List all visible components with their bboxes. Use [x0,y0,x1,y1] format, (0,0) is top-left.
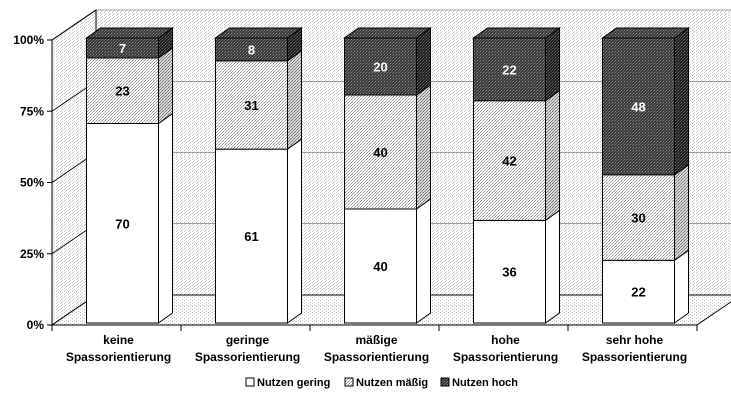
x-tick-label-line: hohe [491,333,520,347]
bar-segment [344,208,417,324]
bar-5: 22 30 48 [600,27,691,324]
bar-segment [473,37,546,102]
x-tick-label-line: geringe [226,333,270,347]
bar-segment [86,57,159,125]
legend-label: Nutzen hoch [452,377,518,389]
y-tick-label: 100% [13,33,44,47]
bar-segment-side [416,84,431,210]
legend-item: Nutzen gering [245,377,330,389]
bar-segment [473,219,546,324]
data-label: 30 [631,211,645,226]
legend-item: Nutzen hoch [440,377,518,389]
bar-segment [473,100,546,221]
bar-4: 36 42 22 [471,27,562,324]
bars: 70 23 7 61 31 8 40 40 20 36 42 22 22 30 48 [84,27,691,324]
bar-segment-side [416,198,431,324]
legend-item: Nutzen mäßig [344,377,428,389]
y-axis: 0% 25% 50% 75% 100% [13,33,698,332]
data-label: 22 [631,285,645,300]
data-label: 8 [248,42,255,57]
bar-top [600,27,691,39]
data-label: 36 [502,265,516,280]
x-tick-label-line: keine [103,333,134,347]
bar-segment-side [674,163,689,262]
legend-label: Nutzen gering [257,377,330,389]
bar-segment-side [158,112,173,324]
legend: Nutzen gering Nutzen mäßig Nutzen hoch [245,377,518,389]
data-label: 61 [244,229,258,244]
bar-3: 40 40 20 [342,27,433,324]
bar-segment-side [674,27,689,176]
bar-segment-side [545,27,560,102]
x-tick-label: mäßige Spassorientierung [324,333,429,364]
bar-top [84,27,175,39]
data-label: 31 [244,98,258,113]
bar-segment-side [287,49,302,151]
x-tick-label: sehr hohe Spassorientierung [582,333,687,364]
x-tick-label-line: Spassorientierung [324,350,429,364]
x-axis-labels: keine Spassorientierung geringe Spassorient… [66,333,687,364]
data-label: 20 [373,60,387,75]
x-tick-label-line: mäßige [355,333,397,347]
x-tick-label-line: Spassorientierung [66,350,171,364]
y-tick-label: 75% [20,104,44,118]
legend-swatch [440,377,450,387]
x-tick-label-line: sehr hohe [606,333,664,347]
bar-segment [344,37,417,96]
x-tick-label-line: Spassorientierung [195,350,300,364]
data-label: 7 [119,41,126,56]
y-tick-label: 50% [20,176,44,190]
bar-segment [344,94,417,210]
bar-top [342,27,433,39]
legend-label: Nutzen mäßig [356,377,428,389]
legend-swatch [344,377,354,387]
data-label: 42 [502,154,516,169]
data-label: 70 [115,216,129,231]
y-tick-label: 25% [20,247,44,261]
bar-segment-side [545,209,560,324]
bar-1: 70 23 7 [84,27,175,324]
bar-top [213,27,304,39]
bar-segment-side [674,249,689,324]
bar-segment-side [416,27,431,96]
bar-segment-side [545,89,560,222]
x-tick-label: geringe Spassorientierung [195,333,300,364]
x-tick-label: keine Spassorientierung [66,333,171,364]
data-label: 40 [373,259,387,274]
bar-segment [215,148,288,324]
x-tick-label-line: Spassorientierung [453,350,558,364]
data-label: 23 [115,84,129,99]
bar-segment [602,174,675,261]
legend-swatch [245,377,255,387]
gridline-side [51,9,97,41]
bar-segment-side [158,46,173,125]
x-tick-label-line: Spassorientierung [582,350,687,364]
bar-segment-side [287,138,302,324]
x-tick-label: hohe Spassorientierung [453,333,558,364]
y-tick-label: 0% [27,318,45,332]
data-label: 22 [502,62,516,77]
bar-top [471,27,562,39]
bar-2: 61 31 8 [213,27,304,324]
data-label: 48 [631,99,645,114]
data-label: 40 [373,145,387,160]
